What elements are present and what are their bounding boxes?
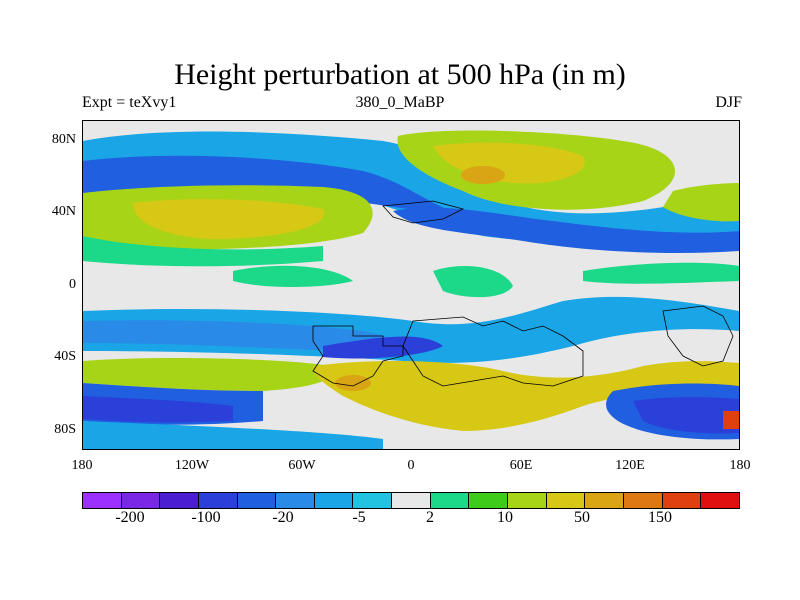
colorbar-box: [121, 493, 161, 508]
lat-tick: 0: [69, 277, 76, 292]
colorbar-label: -200: [115, 509, 145, 526]
colorbar-box: [237, 493, 277, 508]
colorbar-box: [469, 493, 509, 508]
lon-tick: 120E: [615, 458, 645, 473]
colorbar-label: 10: [497, 509, 513, 526]
lon-tick: 180: [71, 458, 93, 473]
colorbar-box: [314, 493, 354, 508]
colorbar-box: [546, 493, 586, 508]
lon-tick: 60E: [509, 458, 533, 473]
lat-tick: 80S: [54, 422, 76, 437]
experiment-label: Expt = teXvy1: [82, 94, 177, 111]
colorbar-box: [662, 493, 702, 508]
colorbar-box: [623, 493, 663, 508]
colorbar-box: [701, 493, 739, 508]
colorbar-label: -5: [352, 509, 366, 526]
contour-plot: [83, 121, 739, 449]
colorbar-box: [198, 493, 238, 508]
lat-tick: 80N: [51, 132, 76, 147]
colorbar-box: [430, 493, 470, 508]
contour-map: [82, 120, 740, 450]
season-label: DJF: [715, 94, 742, 111]
lon-tick: 0: [407, 458, 415, 473]
colorbar-label: 150: [648, 509, 672, 526]
colorbar-box: [508, 493, 547, 508]
colorbar-label: -20: [272, 509, 294, 526]
colorbar: [82, 492, 740, 509]
lon-tick: 60W: [288, 458, 316, 473]
colorbar-label: -100: [191, 509, 221, 526]
lat-tick: 40S: [54, 349, 76, 364]
colorbar-box: [585, 493, 624, 508]
colorbar-box: [276, 493, 315, 508]
colorbar-box: [83, 493, 122, 508]
lon-tick: 180: [729, 458, 751, 473]
period-label: 380_0_MaBP: [355, 94, 445, 111]
lon-tick: 120W: [174, 458, 210, 473]
colorbar-label: 2: [426, 509, 434, 526]
colorbar-box: [392, 493, 431, 508]
map-title: Height perturbation at 500 hPa (in m): [174, 58, 626, 91]
colorbar-label: 50: [574, 509, 590, 526]
lat-tick: 40N: [51, 204, 76, 219]
colorbar-box: [353, 493, 393, 508]
colorbar-box: [160, 493, 199, 508]
